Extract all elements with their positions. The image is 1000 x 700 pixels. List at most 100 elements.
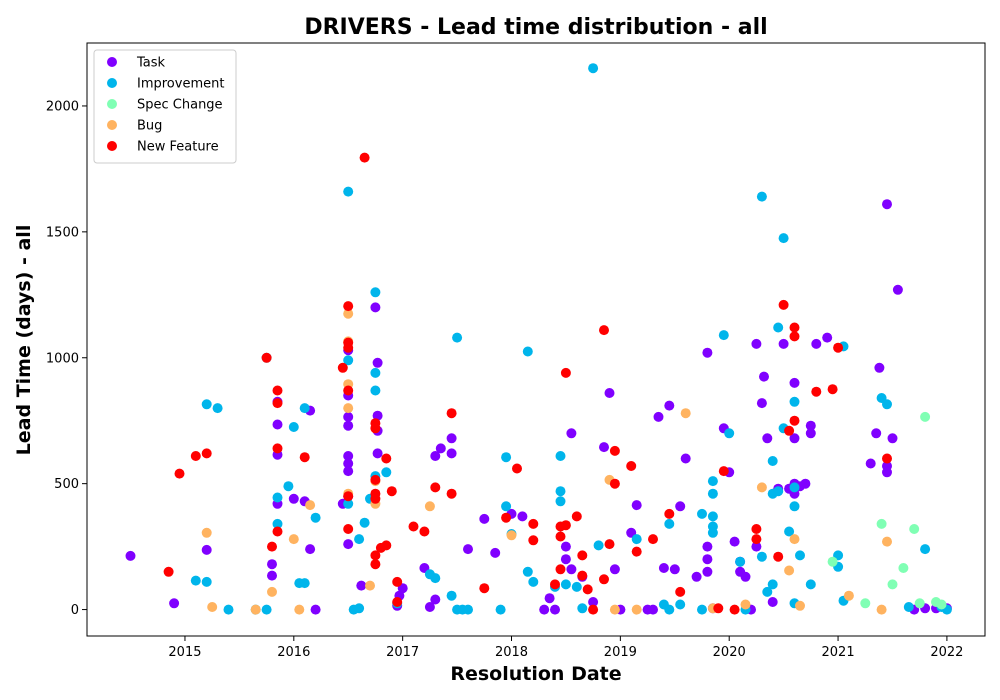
y-tick-label: 2000: [46, 99, 79, 114]
data-point: [372, 410, 383, 421]
data-point: [811, 386, 822, 397]
data-point: [201, 448, 212, 459]
data-point: [370, 287, 381, 298]
x-tick-label: 2018: [495, 645, 528, 660]
data-point: [740, 571, 751, 582]
data-point: [370, 302, 381, 313]
data-point: [778, 338, 789, 349]
data-point: [550, 604, 560, 615]
data-point: [522, 566, 533, 577]
data-point: [446, 488, 457, 499]
legend-marker: [107, 78, 117, 88]
data-point: [283, 481, 294, 492]
data-point: [446, 408, 457, 419]
data-point: [381, 453, 392, 464]
data-point: [419, 526, 430, 537]
data-point: [756, 551, 767, 562]
data-point: [261, 604, 272, 615]
data-point: [299, 578, 310, 589]
data-point: [463, 544, 473, 555]
data-point: [599, 442, 609, 453]
data-point: [555, 451, 566, 461]
data-point: [343, 403, 354, 414]
data-point: [882, 453, 892, 464]
data-point: [675, 501, 686, 512]
data-point: [490, 547, 501, 558]
data-point: [544, 593, 555, 604]
data-point: [653, 411, 664, 422]
data-point: [724, 428, 735, 439]
data-point: [201, 399, 212, 410]
data-point: [354, 534, 365, 545]
data-point: [479, 513, 490, 524]
data-point: [631, 604, 642, 615]
series-new-feature: [163, 152, 892, 615]
data-point: [773, 322, 784, 333]
data-point: [528, 576, 539, 587]
data-point: [207, 602, 218, 612]
data-point: [495, 604, 506, 615]
data-point: [609, 478, 620, 489]
data-point: [609, 564, 620, 575]
data-point: [789, 322, 800, 333]
data-point: [756, 398, 767, 409]
plot-frame: [86, 42, 986, 637]
data-point: [555, 531, 566, 542]
data-point: [343, 491, 354, 502]
chart-title: DRIVERS - Lead time distribution - all: [304, 15, 767, 40]
data-point: [588, 597, 599, 607]
data-point: [288, 534, 299, 545]
data-point: [740, 599, 751, 610]
data-point: [582, 584, 593, 595]
data-point: [604, 539, 615, 550]
data-point: [430, 594, 441, 605]
data-point: [795, 600, 805, 611]
data-point: [767, 579, 778, 590]
data-point: [664, 604, 675, 615]
data-point: [479, 583, 490, 594]
data-point: [773, 486, 784, 497]
data-point: [430, 451, 441, 461]
data-point: [356, 580, 367, 591]
data-point: [267, 586, 277, 597]
data-point: [392, 597, 403, 607]
data-point: [778, 299, 789, 310]
data-point: [386, 486, 397, 497]
data-point: [751, 541, 762, 552]
data-point: [577, 570, 588, 581]
data-point: [789, 377, 800, 388]
data-point: [882, 399, 892, 410]
data-point: [190, 451, 201, 461]
data-point: [697, 604, 707, 615]
data-point: [299, 403, 310, 414]
x-axis-label: Resolution Date: [450, 663, 621, 685]
data-point: [125, 550, 136, 561]
y-axis-label: Lead Time (days) - all: [13, 225, 35, 456]
data-point: [664, 400, 675, 411]
data-point: [506, 530, 517, 541]
data-point: [267, 559, 277, 570]
data-point: [201, 544, 212, 555]
data-point: [169, 598, 180, 609]
data-point: [778, 233, 789, 244]
data-point: [294, 604, 305, 615]
data-point: [805, 579, 816, 590]
data-point: [305, 500, 316, 511]
data-point: [190, 575, 201, 586]
data-point: [626, 461, 637, 471]
data-point: [560, 579, 571, 590]
data-point: [789, 433, 800, 444]
data-point: [555, 496, 566, 507]
series-improvement: [190, 63, 952, 615]
points-layer: [125, 63, 952, 615]
data-point: [805, 428, 816, 439]
data-point: [343, 451, 354, 461]
legend-label: Improvement: [137, 77, 224, 92]
data-point: [201, 576, 212, 587]
data-point: [887, 579, 898, 590]
data-point: [343, 524, 354, 534]
data-point: [631, 534, 642, 545]
data-point: [370, 488, 381, 499]
data-point: [577, 550, 588, 561]
